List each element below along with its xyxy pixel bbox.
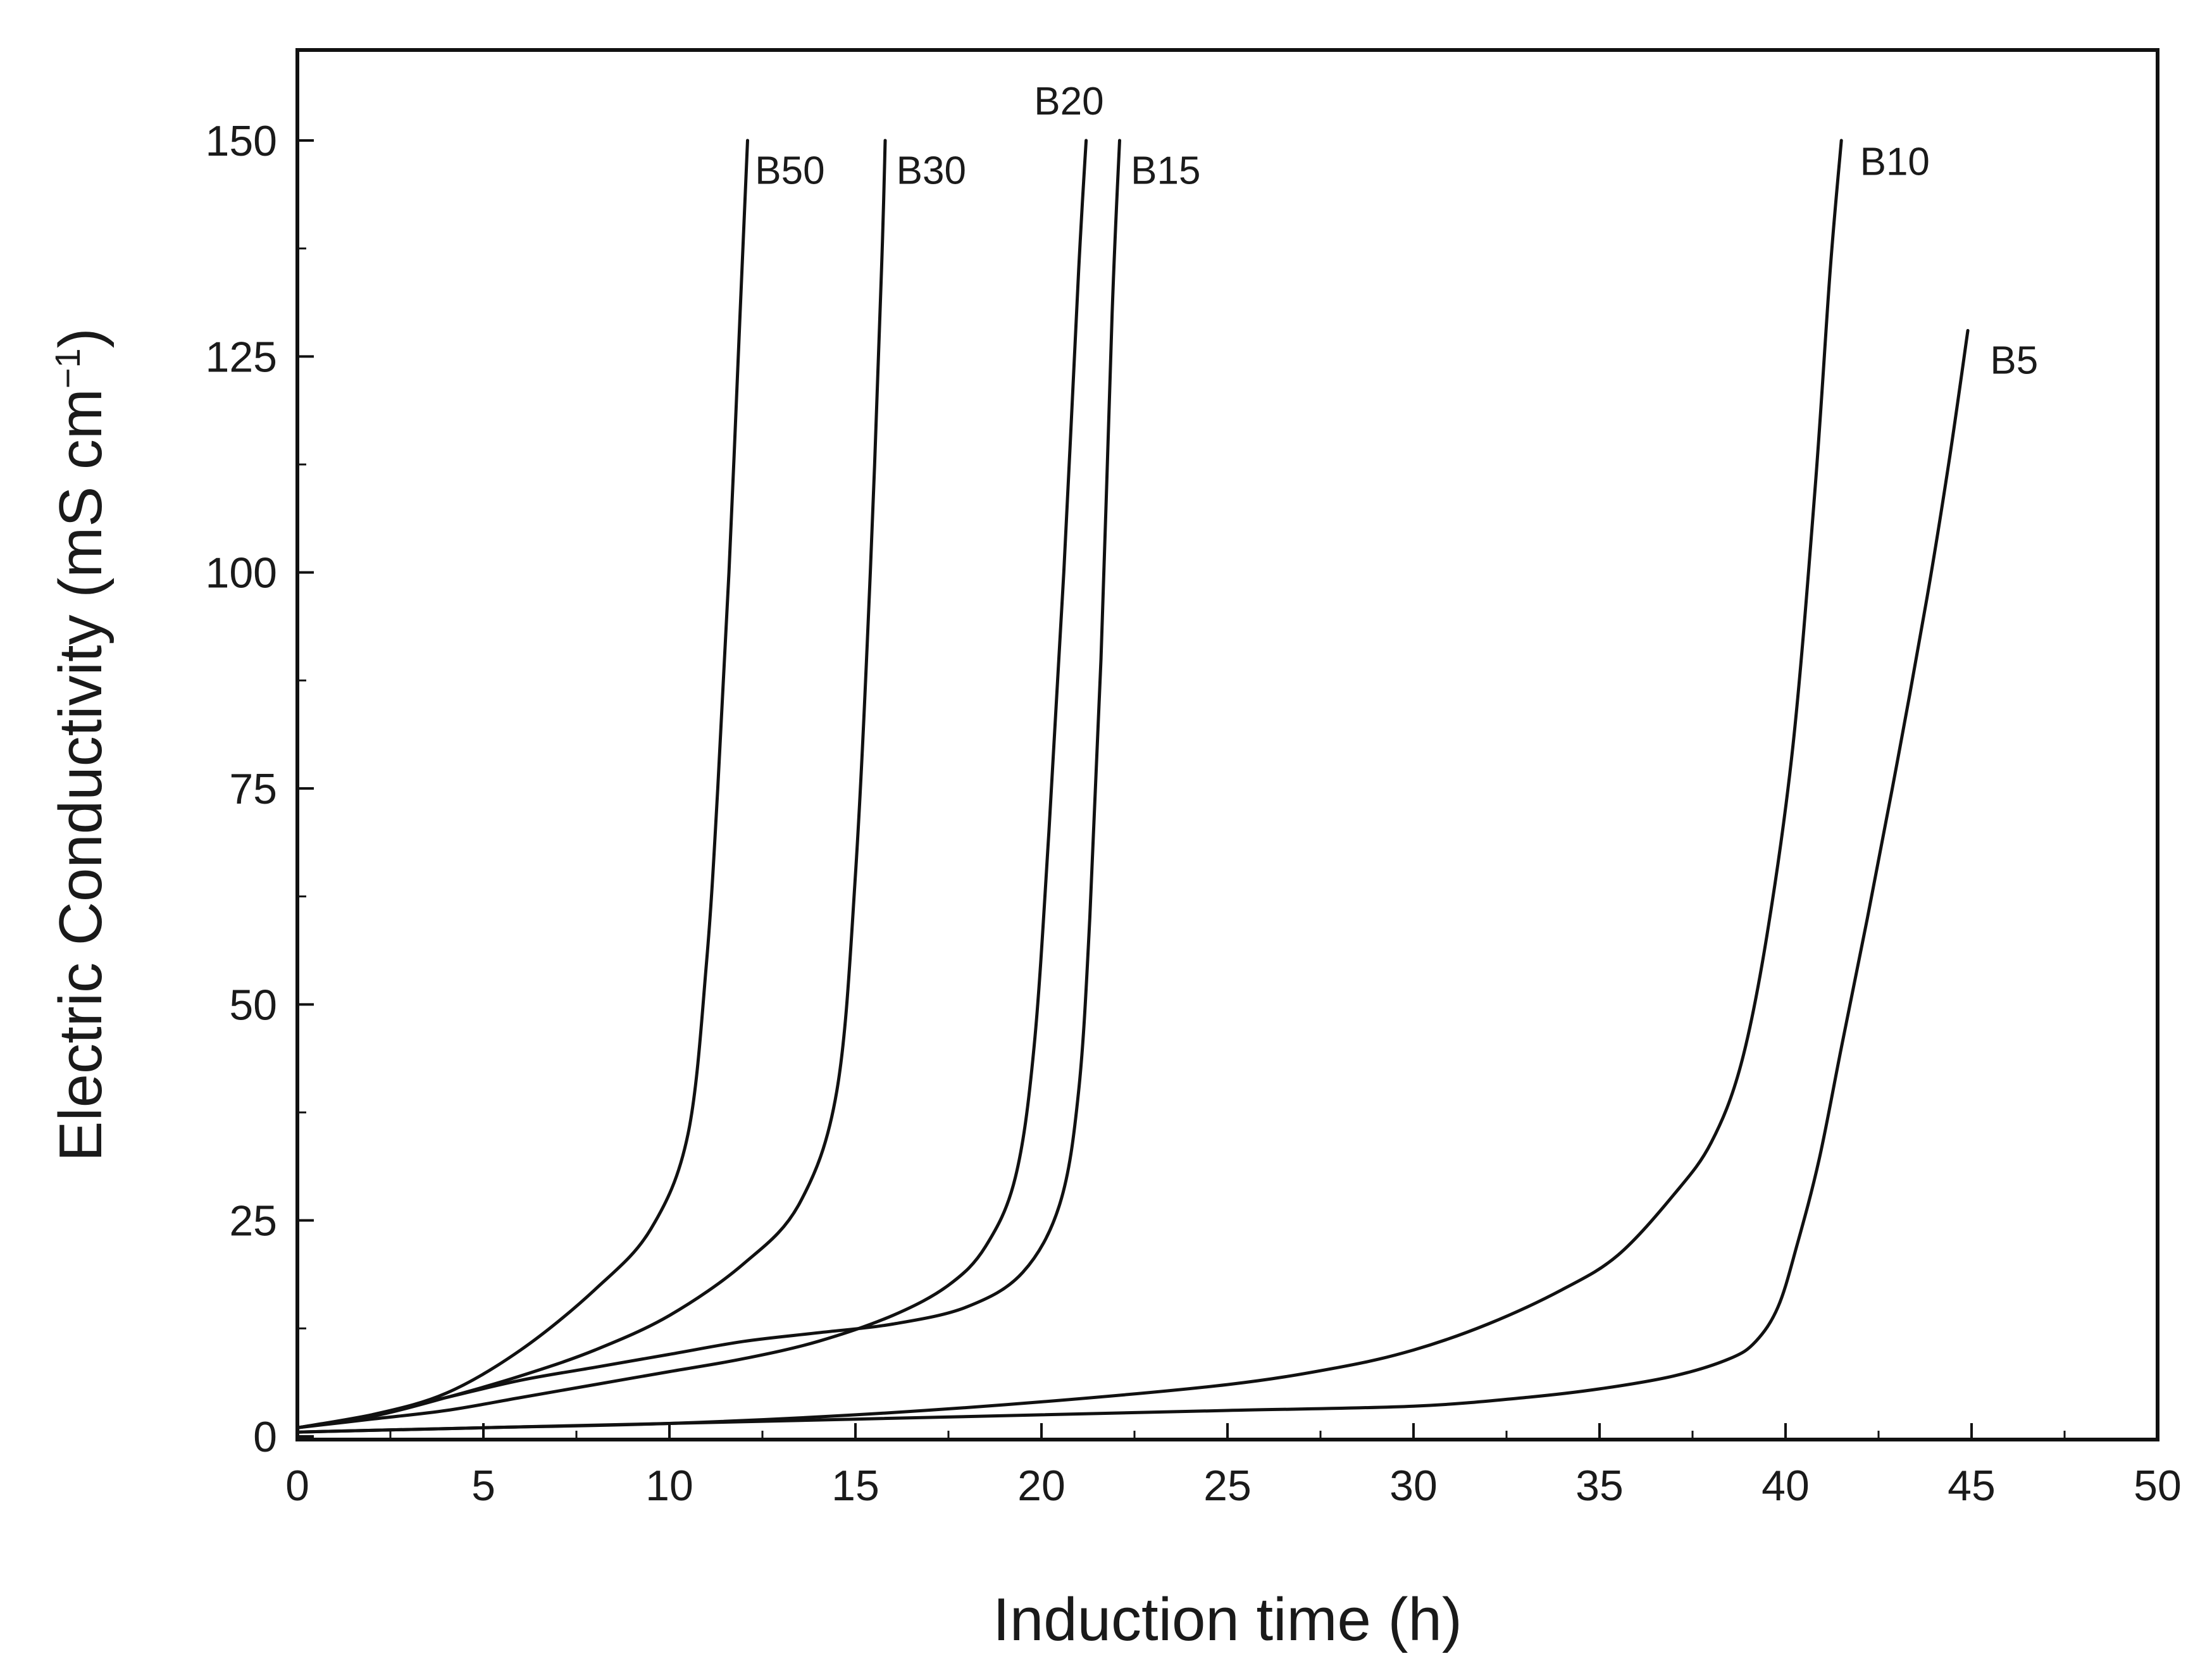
x-tick-label: 45 (1948, 1462, 1996, 1510)
x-tick-label: 0 (285, 1462, 309, 1510)
x-tick-label: 40 (1762, 1462, 1810, 1510)
series-layer (295, 139, 1970, 1434)
series-line-b20 (295, 139, 1088, 1429)
series-label-b50: B50 (755, 149, 824, 192)
y-tick-label: 125 (206, 333, 277, 381)
x-tick-label: 15 (831, 1462, 879, 1510)
series-label-b30: B30 (897, 149, 966, 192)
y-axis-title: Electric Conductivity (mS cm−1) (47, 328, 115, 1161)
x-tick-label: 50 (2134, 1462, 2182, 1510)
series-line-b5 (295, 328, 1970, 1434)
series-labels-layer: B50 B30 B20 B15 B10 B5 (755, 80, 2038, 383)
series-label-b10: B10 (1860, 140, 1930, 184)
y-tick-label: 25 (229, 1197, 277, 1245)
x-tick-label: 5 (471, 1462, 495, 1510)
x-tick-label: 20 (1017, 1462, 1066, 1510)
y-tick-label: 0 (253, 1413, 277, 1461)
x-tick-label: 25 (1203, 1462, 1252, 1510)
series-label-b15: B15 (1131, 149, 1200, 192)
y-tick-label: 50 (229, 981, 277, 1029)
series-label-b20: B20 (1034, 80, 1103, 123)
y-tick-label: 75 (229, 765, 277, 813)
ticks-layer: 0 5 10 15 20 25 30 35 40 45 50 0 25 50 75 100 125 150 (206, 117, 2182, 1510)
plot-frame (295, 48, 2159, 1441)
y-tick-label: 150 (206, 117, 277, 165)
x-tick-label: 10 (645, 1462, 693, 1510)
series-line-b10 (295, 139, 1843, 1434)
series-line-b30 (295, 139, 887, 1429)
x-axis-title: Induction time (h) (993, 1586, 1462, 1653)
y-axis-title-main: Electric Conductivity (mS cm (47, 389, 115, 1162)
series-line-b15 (295, 139, 1121, 1429)
y-axis-title-superscript: −1 (47, 348, 87, 389)
y-axis-title-close: ) (47, 328, 115, 348)
series-label-b5: B5 (1990, 339, 2038, 383)
x-tick-label: 35 (1575, 1462, 1624, 1510)
x-tick-label: 30 (1389, 1462, 1438, 1510)
series-line-b50 (295, 139, 749, 1429)
y-tick-label: 100 (206, 549, 277, 597)
